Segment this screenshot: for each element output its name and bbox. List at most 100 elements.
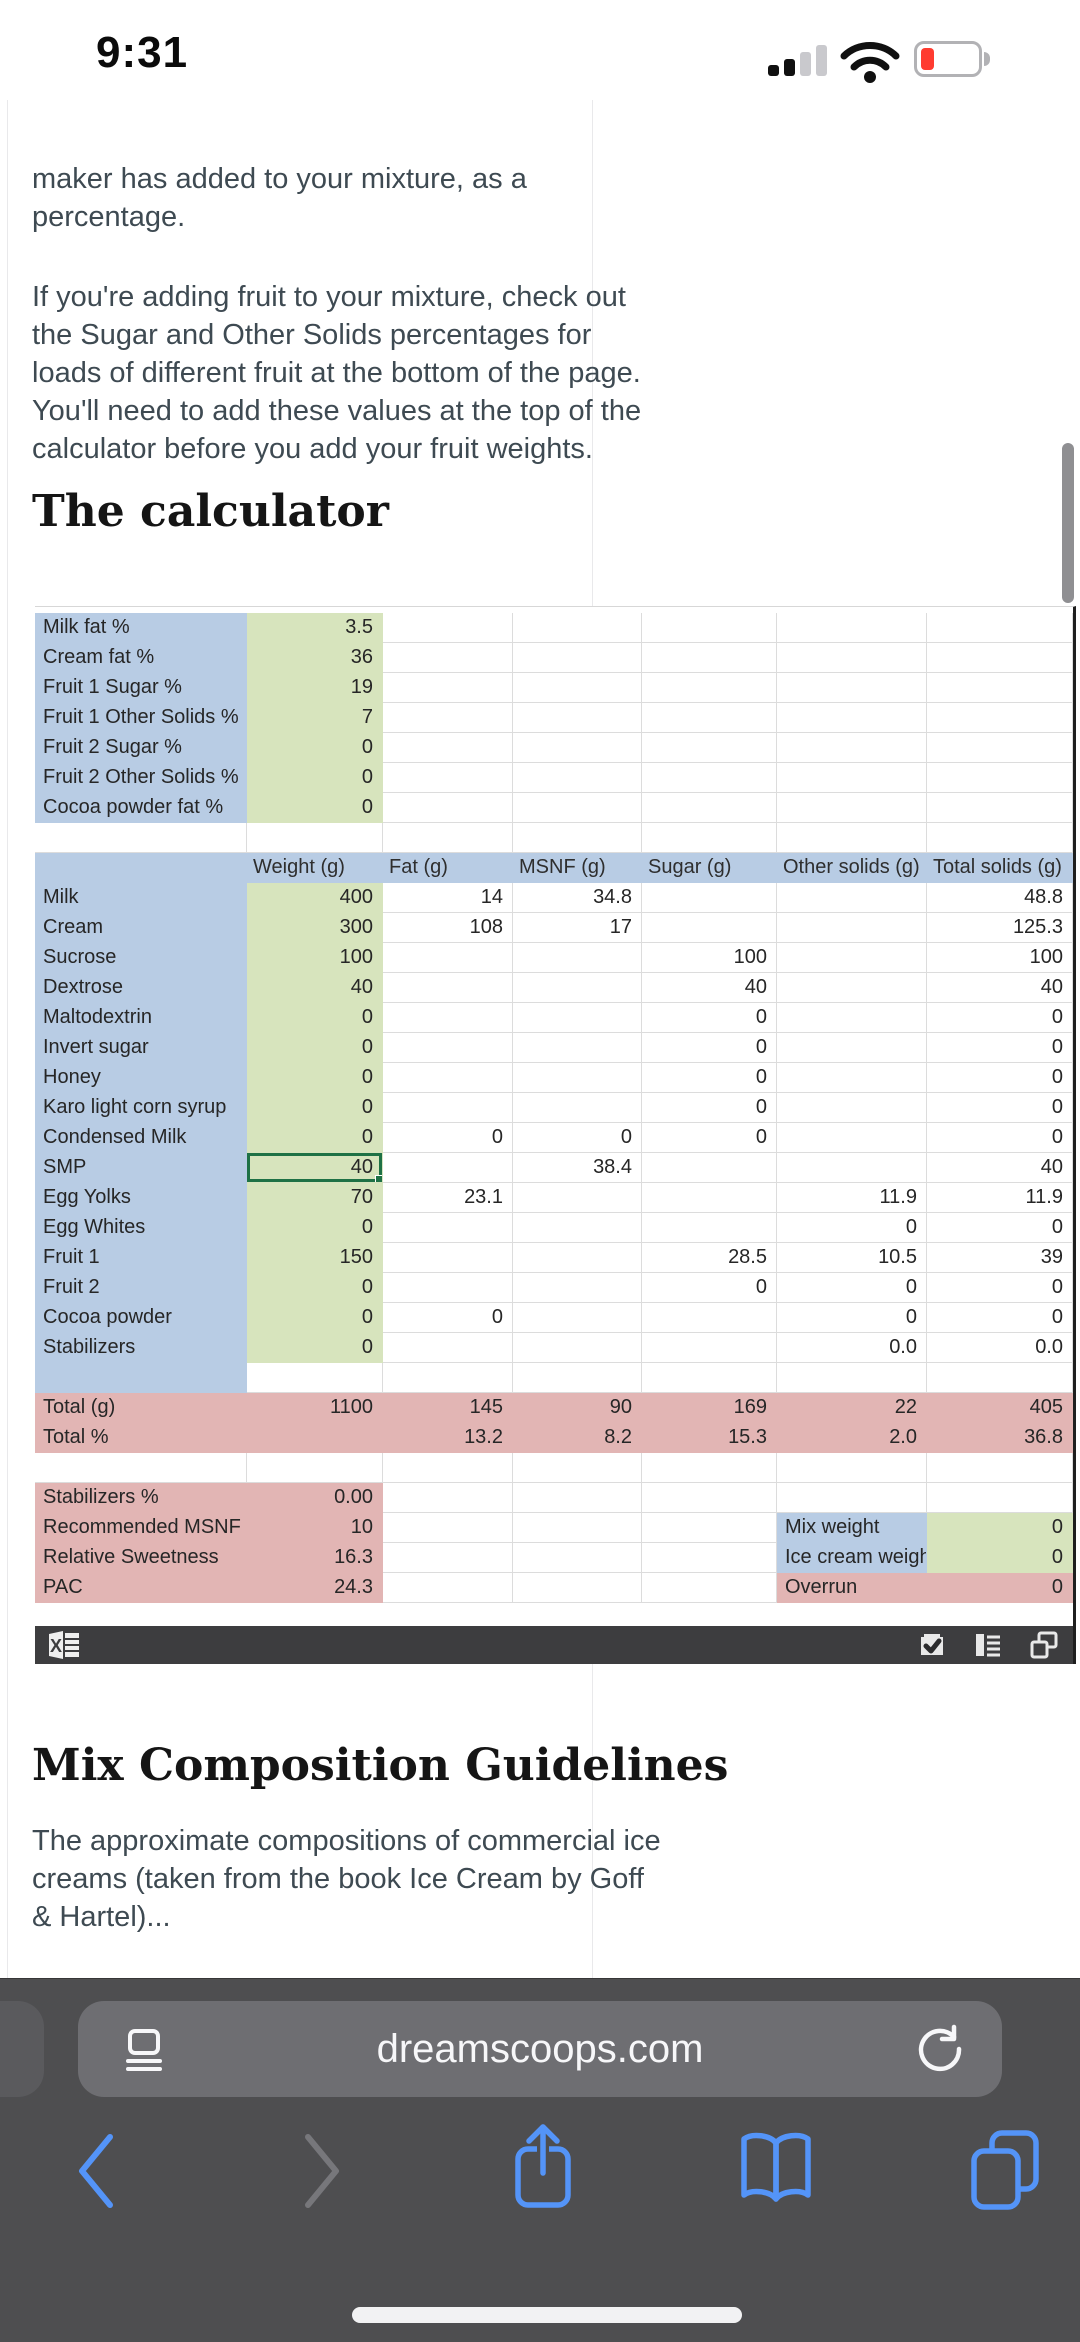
sheet-cell[interactable] (513, 973, 642, 1003)
sheet-cell[interactable] (777, 613, 927, 643)
sheet-cell[interactable] (383, 733, 513, 763)
sheet-cell[interactable] (642, 673, 777, 703)
sheet-cell[interactable] (513, 823, 642, 853)
sheet-cell[interactable] (642, 1363, 777, 1393)
share-button[interactable] (505, 2121, 581, 2217)
list-view-icon[interactable] (973, 1630, 1003, 1660)
sheet-cell[interactable]: 0 (642, 1063, 777, 1093)
sheet-cell[interactable] (927, 763, 1073, 793)
sheet-cell[interactable]: 0 (777, 1303, 927, 1333)
sheet-cell[interactable] (927, 1483, 1073, 1513)
sheet-cell[interactable] (642, 733, 777, 763)
sheet-cell[interactable] (383, 1483, 513, 1513)
sheet-cell[interactable] (513, 1273, 642, 1303)
sheet-cell[interactable]: 36.8 (927, 1423, 1073, 1453)
sheet-cell[interactable]: 0.00 (247, 1483, 383, 1513)
sheet-cell[interactable] (513, 1573, 642, 1603)
sheet-cell[interactable]: 0 (927, 1573, 1073, 1603)
back-button[interactable] (66, 2129, 126, 2213)
sheet-cell[interactable]: 100 (247, 943, 383, 973)
sheet-cell[interactable]: Dextrose (35, 973, 247, 1003)
sheet-cell[interactable]: 0 (247, 1333, 383, 1363)
sheet-cell[interactable] (927, 733, 1073, 763)
sheet-cell[interactable]: 2.0 (777, 1423, 927, 1453)
sheet-cell[interactable]: 0 (383, 1123, 513, 1153)
sheet-cell[interactable]: Fruit 2 Sugar % (35, 733, 247, 763)
sheet-cell[interactable]: 8.2 (513, 1423, 642, 1453)
sheet-cell[interactable] (383, 1543, 513, 1573)
sheet-cell[interactable] (642, 1153, 777, 1183)
sheet-cell[interactable]: Overrun (777, 1573, 927, 1603)
sheet-cell[interactable] (383, 1093, 513, 1123)
sheet-cell[interactable] (927, 823, 1073, 853)
sheet-cell[interactable]: 0 (247, 1063, 383, 1093)
sheet-cell[interactable]: Fruit 1 (35, 1243, 247, 1273)
sheet-cell[interactable] (777, 733, 927, 763)
sheet-cell[interactable]: Fruit 1 Sugar % (35, 673, 247, 703)
sheet-cell[interactable]: 0 (247, 1003, 383, 1033)
sheet-cell[interactable]: 10 (247, 1513, 383, 1543)
sheet-cell[interactable] (642, 1303, 777, 1333)
reload-icon[interactable] (914, 2023, 966, 2075)
sheet-cell[interactable] (383, 763, 513, 793)
sheet-cell[interactable] (777, 1363, 927, 1393)
sheet-cell[interactable] (927, 1453, 1073, 1483)
sheet-cell[interactable] (247, 823, 383, 853)
sheet-cell[interactable] (383, 1513, 513, 1543)
sheet-cell[interactable] (513, 733, 642, 763)
sheet-cell[interactable]: Cocoa powder (35, 1303, 247, 1333)
sheet-cell[interactable]: 10.5 (777, 1243, 927, 1273)
sheet-cell[interactable] (513, 943, 642, 973)
sheet-cell[interactable]: Sugar (g) (642, 853, 777, 883)
sheet-cell[interactable]: 40 (927, 1153, 1073, 1183)
sheet-cell[interactable]: 24.3 (247, 1573, 383, 1603)
sheet-cell[interactable]: 16.3 (247, 1543, 383, 1573)
sheet-cell[interactable] (383, 1573, 513, 1603)
sheet-cell[interactable]: Invert sugar (35, 1033, 247, 1063)
sheet-cell[interactable] (513, 1483, 642, 1513)
sheet-cell[interactable] (247, 1423, 383, 1453)
sheet-cell[interactable] (383, 1243, 513, 1273)
sheet-cell[interactable]: 40 (247, 973, 383, 1003)
sheet-cell[interactable] (777, 1153, 927, 1183)
sheet-cell[interactable] (513, 613, 642, 643)
sheet-cell[interactable]: 0 (247, 1123, 383, 1153)
sheet-cell[interactable] (513, 1093, 642, 1123)
sheet-cell[interactable] (383, 1453, 513, 1483)
sheet-cell[interactable]: 38.4 (513, 1153, 642, 1183)
sheet-cell[interactable]: 23.1 (383, 1183, 513, 1213)
sheet-cell[interactable]: 0 (642, 1123, 777, 1153)
excel-embed[interactable]: Milk fat % 3.5 Cream fat % 36 Fruit 1 Sugar … (35, 606, 1076, 1664)
sheet-cell[interactable]: 22 (777, 1393, 927, 1423)
sheet-cell[interactable] (383, 1033, 513, 1063)
sheet-cell[interactable] (35, 1453, 247, 1483)
home-indicator[interactable] (352, 2307, 742, 2323)
sheet-cell[interactable]: 100 (642, 943, 777, 973)
sheet-cell[interactable] (513, 1303, 642, 1333)
sheet-cell[interactable] (642, 1183, 777, 1213)
sheet-cell[interactable] (383, 1003, 513, 1033)
tabs-button[interactable] (962, 2125, 1046, 2213)
sheet-cell[interactable] (777, 943, 927, 973)
sheet-cell[interactable]: 0 (247, 1213, 383, 1243)
sheet-cell[interactable]: 11.9 (777, 1183, 927, 1213)
sheet-cell[interactable] (642, 1513, 777, 1543)
sheet-cell[interactable]: Recommended MSNF (35, 1513, 247, 1543)
sheet-cell[interactable]: 0 (642, 1093, 777, 1123)
sheet-cell[interactable] (513, 763, 642, 793)
sheet-cell[interactable]: 70 (247, 1183, 383, 1213)
sheet-cell[interactable] (513, 1063, 642, 1093)
fill-handle[interactable] (375, 1175, 382, 1182)
sheet-cell[interactable]: 7 (247, 703, 383, 733)
sheet-cell[interactable] (383, 823, 513, 853)
sheet-cell[interactable] (777, 913, 927, 943)
sheet-cell[interactable]: 0 (927, 1093, 1073, 1123)
sheet-cell[interactable] (777, 883, 927, 913)
sheet-cell[interactable]: 0 (777, 1273, 927, 1303)
sheet-cell[interactable] (642, 703, 777, 733)
page-scrollbar[interactable] (1062, 443, 1074, 603)
sheet-cell[interactable] (777, 763, 927, 793)
forward-button[interactable] (292, 2129, 352, 2213)
sheet-cell[interactable] (383, 793, 513, 823)
sheet-cell[interactable]: Cocoa powder fat % (35, 793, 247, 823)
